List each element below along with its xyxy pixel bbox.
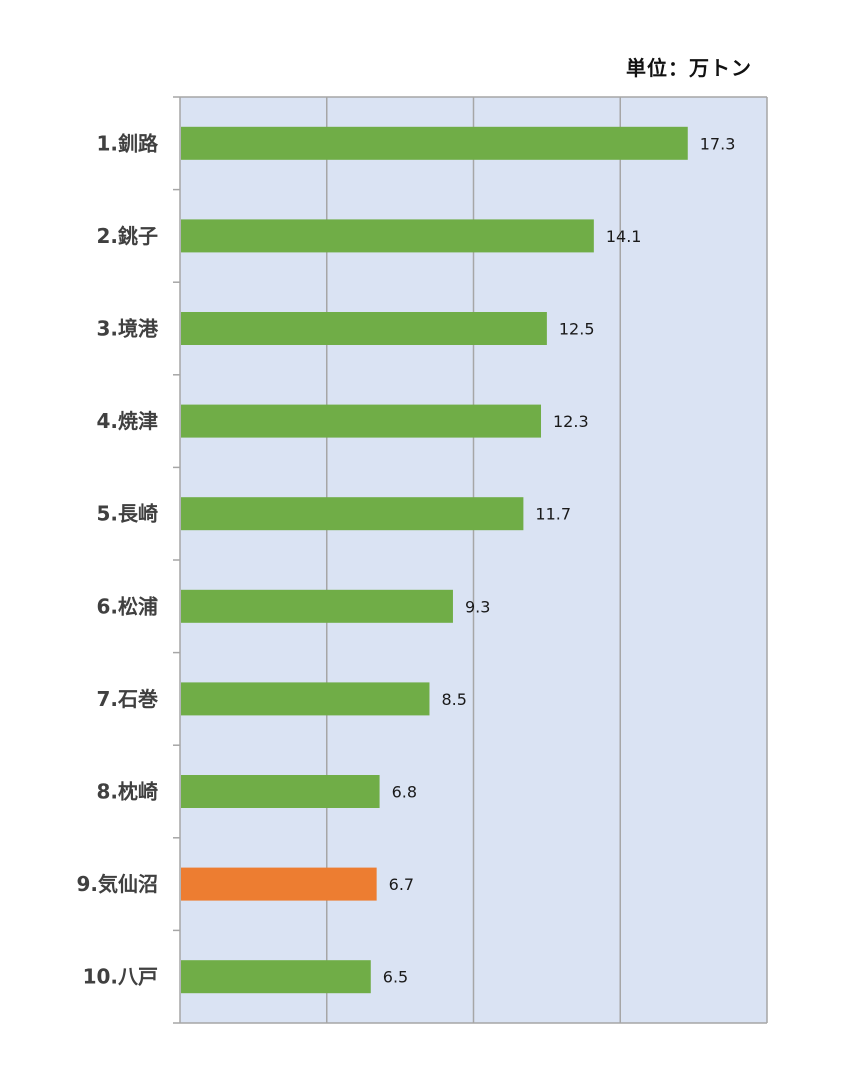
category-label-3: 3.境港: [96, 317, 159, 341]
bar-6: [181, 589, 453, 623]
category-label-9: 9.気仙沼: [76, 872, 158, 896]
bar-9: [181, 867, 377, 901]
category-label-8: 8.枕崎: [96, 780, 158, 804]
category-label-7: 7.石巻: [96, 687, 159, 711]
data-label-2: 14.1: [606, 227, 642, 246]
data-label-3: 12.5: [559, 320, 595, 339]
category-label-1: 1.釧路: [96, 131, 159, 155]
data-label-8: 6.8: [392, 783, 417, 802]
category-label-2: 2.銚子: [96, 224, 158, 248]
bar-3: [181, 312, 547, 345]
data-label-7: 8.5: [441, 690, 466, 709]
data-label-5: 11.7: [535, 505, 571, 524]
category-label-6: 6.松浦: [96, 594, 158, 618]
data-label-4: 12.3: [553, 412, 589, 431]
category-label-4: 4.焼津: [96, 409, 158, 433]
bar-8: [181, 775, 380, 808]
bar-7: [181, 682, 430, 716]
bar-10: [181, 960, 371, 994]
bar-5: [181, 497, 524, 531]
bar-1: [181, 126, 688, 160]
bar-4: [181, 404, 542, 438]
data-label-1: 17.3: [700, 134, 736, 153]
category-label-5: 5.長崎: [96, 502, 158, 526]
data-label-6: 9.3: [465, 597, 490, 616]
bar-2: [181, 219, 594, 253]
unit-label: 単位：万トン: [626, 56, 752, 80]
data-label-9: 6.7: [389, 875, 414, 894]
category-label-10: 10.八戸: [83, 965, 158, 989]
data-label-10: 6.5: [383, 968, 408, 987]
